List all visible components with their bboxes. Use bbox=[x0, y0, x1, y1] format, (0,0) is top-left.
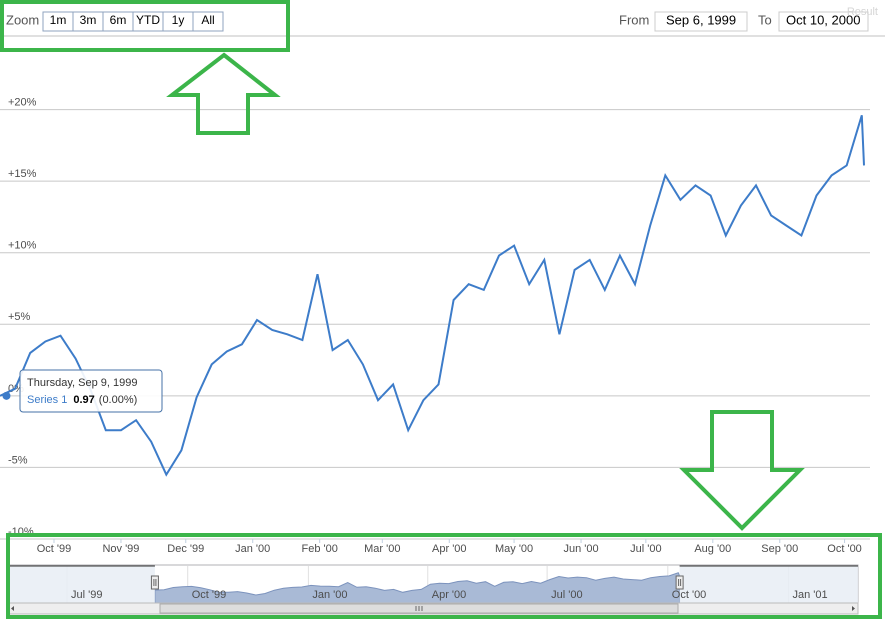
zoom-button-label: YTD bbox=[136, 13, 160, 27]
x-tick-label: May '00 bbox=[495, 543, 533, 555]
tooltip-point bbox=[2, 391, 11, 400]
to-input[interactable] bbox=[778, 11, 869, 32]
navigator-mask bbox=[8, 566, 155, 603]
x-tick-label: Apr '00 bbox=[432, 543, 467, 555]
tooltip-box bbox=[19, 369, 163, 413]
navigator-handle[interactable] bbox=[675, 575, 684, 590]
x-tick-label: Sep '00 bbox=[761, 543, 798, 555]
x-tick-label: Jun '00 bbox=[563, 543, 598, 555]
to-value: Oct 10, 2000 bbox=[786, 12, 860, 27]
grid-layer: -10%-5%0%+5%+10%+15%+20%Oct '99 Nov '99 De… bbox=[0, 96, 870, 555]
navigator: Jul '99 Oct '99 Jan '00 Apr '00 Jul '00 Oct '… bbox=[7, 564, 859, 604]
navigator-tick-label: Jul '99 bbox=[71, 589, 102, 601]
zoom-button-label: 6m bbox=[110, 13, 127, 27]
zoom-button-label: 1y bbox=[172, 13, 185, 27]
navigator-tick-label: Oct '00 bbox=[672, 589, 707, 601]
watermark: Result bbox=[847, 6, 878, 18]
zoom-button-label: 1m bbox=[50, 13, 67, 27]
navigator-tick-label: Jul '00 bbox=[551, 589, 582, 601]
x-tick-label: Feb '00 bbox=[302, 543, 338, 555]
navigator-tick-label: Oct '99 bbox=[192, 589, 227, 601]
x-tick-label: Oct '00 bbox=[827, 543, 862, 555]
series-layer bbox=[0, 115, 865, 477]
x-tick-label: Oct '99 bbox=[37, 543, 72, 555]
navigator-handle[interactable] bbox=[150, 575, 159, 590]
x-tick-label: Jan '00 bbox=[235, 543, 270, 555]
zoom-label: Zoom bbox=[6, 12, 39, 27]
x-tick-label: Mar '00 bbox=[364, 543, 400, 555]
navigator-tick-label: Jan '00 bbox=[312, 589, 347, 601]
y-tick-label: +15% bbox=[8, 168, 37, 180]
x-tick-label: Nov '99 bbox=[102, 543, 139, 555]
from-label: From bbox=[619, 12, 649, 27]
x-tick-label: Dec '99 bbox=[167, 543, 204, 555]
zoom-button-label: 3m bbox=[80, 13, 97, 27]
series-line bbox=[0, 115, 865, 477]
tooltip-series-name: Series 1 bbox=[27, 394, 67, 406]
tooltip-date: Thursday, Sep 9, 1999 bbox=[27, 377, 137, 389]
zoom-button[interactable] bbox=[192, 11, 224, 32]
range-selector: Zoom From Sep 6, 1999 To Oct 10, 2000 Re… bbox=[6, 6, 878, 32]
navigator-mask bbox=[679, 566, 858, 603]
annotation-arrow-up bbox=[166, 52, 281, 135]
annotation-box-top bbox=[0, 0, 290, 52]
tooltip: Thursday, Sep 9, 1999 Series 1 0.97 (0.00%… bbox=[19, 369, 163, 413]
navigator-area bbox=[154, 572, 681, 604]
tooltip-change: (0.00%) bbox=[99, 394, 138, 406]
x-tick-label: Aug '00 bbox=[694, 543, 731, 555]
from-value: Sep 6, 1999 bbox=[666, 12, 736, 27]
y-tick-label: +5% bbox=[8, 311, 31, 323]
navigator-tick-label: Apr '00 bbox=[432, 589, 467, 601]
navigator-handle-grip bbox=[678, 579, 682, 586]
annotation-box-bottom bbox=[6, 533, 882, 619]
annotation-arrow-down bbox=[679, 410, 805, 531]
navigator-handle-grip bbox=[153, 579, 157, 586]
tooltip-body: Series 1 0.97 (0.00%) bbox=[27, 394, 137, 406]
to-label: To bbox=[758, 12, 772, 27]
y-tick-label: +10% bbox=[8, 240, 37, 252]
y-tick-label: +20% bbox=[8, 96, 37, 108]
navigator-tick-label: Jan '01 bbox=[792, 589, 827, 601]
from-input[interactable] bbox=[654, 11, 748, 32]
scrollbar bbox=[7, 602, 859, 615]
scrollbar-grip bbox=[415, 606, 423, 611]
x-tick-label: Jul '00 bbox=[630, 543, 661, 555]
y-tick-label: -5% bbox=[8, 454, 28, 466]
zoom-button-label: All bbox=[201, 13, 214, 27]
tooltip-value: 0.97 bbox=[73, 394, 94, 406]
